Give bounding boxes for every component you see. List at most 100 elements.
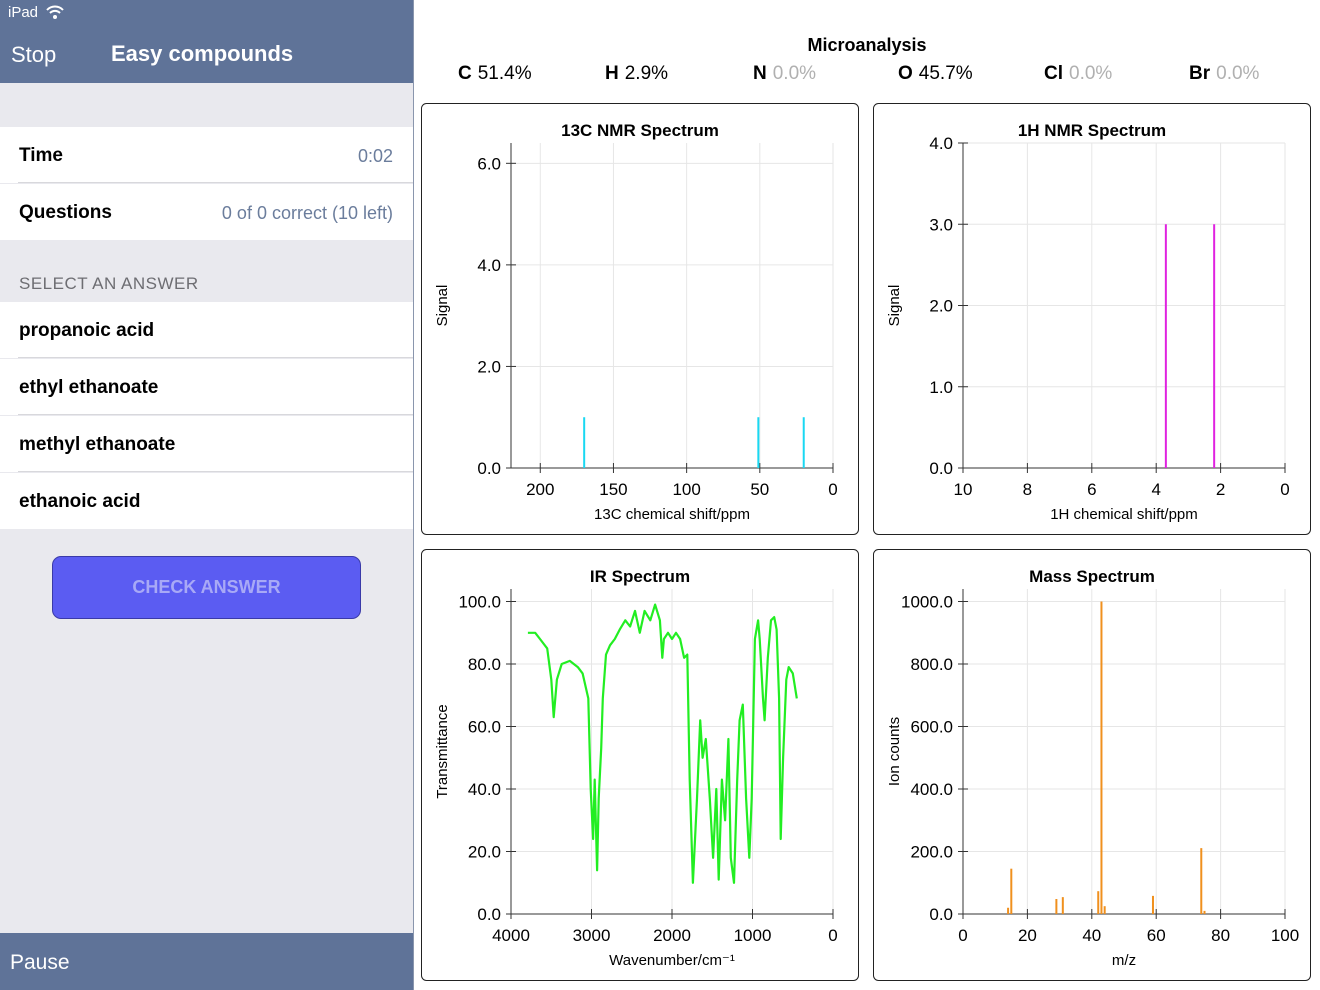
y-tick-label: 0.0	[929, 459, 953, 478]
separator	[18, 414, 413, 415]
y-tick-label: 2.0	[477, 357, 501, 376]
x-tick-label: 0	[828, 480, 837, 499]
pause-button[interactable]: Pause	[10, 951, 70, 974]
y-tick-label: 0.0	[477, 459, 501, 478]
panel-frame	[421, 549, 859, 981]
element-symbol: Br	[1189, 63, 1211, 84]
y-tick-label: 800.0	[910, 655, 953, 674]
y-tick-label: 0.0	[929, 905, 953, 924]
answer[interactable]: ethanoic acid	[19, 491, 141, 512]
stat-row: Questions 0 of 0 correct (10 left)	[0, 184, 413, 240]
nav-title: Easy compounds	[111, 41, 294, 66]
x-tick-label: 2	[1216, 480, 1225, 499]
answer-row[interactable]: methyl ethanoate	[0, 416, 413, 472]
section-header: SELECT AN ANSWER	[19, 274, 199, 293]
y-tick-label: 400.0	[910, 780, 953, 799]
stat-row: Time 0:02	[0, 127, 413, 183]
stat-label: Questions	[19, 202, 112, 223]
chart-title: 13C NMR Spectrum	[561, 121, 719, 140]
y-tick-label: 40.0	[468, 780, 501, 799]
stat-value: 0:02	[357, 146, 393, 166]
answer[interactable]: propanoic acid	[19, 320, 155, 341]
element-value: 45.7%	[918, 63, 973, 84]
x-tick-label: 60	[1147, 926, 1166, 945]
x-tick-label: 40	[1082, 926, 1101, 945]
x-tick-label: 200	[526, 480, 554, 499]
x-tick-label: 50	[750, 480, 769, 499]
panel-frame	[421, 103, 859, 535]
element-symbol: O	[898, 63, 913, 84]
element: O 45.7%	[898, 63, 973, 85]
x-tick-label: 80	[1211, 926, 1230, 945]
y-tick-label: 60.0	[468, 718, 501, 737]
y-tick-label: 0.0	[477, 905, 501, 924]
chart-title: IR Spectrum	[590, 567, 690, 586]
stat-value: 0 of 0 correct (10 left)	[221, 203, 393, 223]
check-answer-button[interactable]: CHECK ANSWER	[52, 556, 361, 619]
y-axis-label: Transmittance	[434, 704, 451, 798]
x-tick-label: 4000	[492, 926, 530, 945]
chart-title: Mass Spectrum	[1029, 567, 1155, 586]
x-tick-label: 6	[1087, 480, 1096, 499]
element-symbol: C	[458, 63, 472, 84]
answer[interactable]: ethyl ethanoate	[19, 377, 159, 398]
element-value: 0.0%	[1216, 63, 1260, 84]
x-tick-label: 150	[599, 480, 627, 499]
element-value: 0.0%	[772, 63, 817, 84]
y-tick-label: 4.0	[929, 134, 953, 153]
x-tick-label: 3000	[573, 926, 611, 945]
answer-row[interactable]: ethanoic acid	[0, 473, 413, 529]
x-tick-label: 2000	[653, 926, 691, 945]
element: C 51.4%	[458, 63, 532, 85]
chart-panel: 13C NMR Spectrum 13C chemical shift/ppm Si…	[421, 103, 859, 535]
answer[interactable]: methyl ethanoate	[19, 434, 176, 455]
status-device: iPad	[8, 4, 39, 21]
y-axis-label: Signal	[434, 285, 451, 327]
x-tick-label: 4	[1151, 480, 1160, 499]
x-axis-label: m/z	[1112, 952, 1136, 969]
element-value: 0.0%	[1069, 63, 1113, 84]
answer-row[interactable]: propanoic acid	[0, 302, 413, 358]
x-tick-label: 100	[672, 480, 700, 499]
wifi-icon	[46, 5, 64, 19]
y-tick-label: 6.0	[477, 154, 501, 173]
y-tick-label: 1000.0	[901, 593, 953, 612]
element: N 0.0%	[753, 63, 816, 85]
y-tick-label: 600.0	[910, 718, 953, 737]
x-axis-label: 1H chemical shift/ppm	[1050, 506, 1198, 523]
x-tick-label: 0	[828, 926, 837, 945]
element: H 2.9%	[605, 63, 668, 85]
stat-label: Time	[19, 145, 64, 166]
element-value: 51.4%	[477, 63, 532, 84]
x-tick-label: 10	[954, 480, 973, 499]
x-tick-label: 0	[1280, 480, 1289, 499]
x-tick-label: 1000	[734, 926, 772, 945]
separator	[18, 357, 413, 358]
chart-panel: Mass Spectrum m/z Ion counts 0.0 200.0 400.0 6…	[873, 549, 1311, 981]
y-tick-label: 1.0	[929, 378, 953, 397]
element: Cl 0.0%	[1044, 63, 1112, 85]
y-tick-label: 3.0	[929, 215, 953, 234]
microanalysis-title: Microanalysis	[807, 35, 927, 55]
x-tick-label: 100	[1271, 926, 1299, 945]
y-tick-label: 80.0	[468, 655, 501, 674]
chart-title: 1H NMR Spectrum	[1018, 121, 1166, 140]
y-tick-label: 2.0	[929, 297, 953, 316]
x-axis-label: 13C chemical shift/ppm	[594, 506, 750, 523]
sidebar: iPad Stop Easy compounds Time 0:02 Quest…	[0, 0, 414, 990]
stop-button[interactable]: Stop	[11, 42, 57, 67]
chart-panel: 1H NMR Spectrum 1H chemical shift/ppm Sign…	[873, 103, 1311, 535]
answer-row[interactable]: ethyl ethanoate	[0, 359, 413, 415]
element-value: 2.9%	[624, 63, 669, 84]
y-axis-label: Ion counts	[886, 717, 903, 786]
x-axis-label: Wavenumber/cm⁻¹	[609, 952, 735, 969]
spectrum-line	[527, 603, 798, 884]
x-tick-label: 0	[958, 926, 967, 945]
y-tick-label: 200.0	[910, 843, 953, 862]
separator	[18, 471, 413, 472]
element-symbol: N	[753, 63, 767, 84]
y-axis-label: Signal	[886, 285, 903, 327]
element-symbol: Cl	[1044, 63, 1063, 84]
element-symbol: H	[605, 63, 619, 84]
